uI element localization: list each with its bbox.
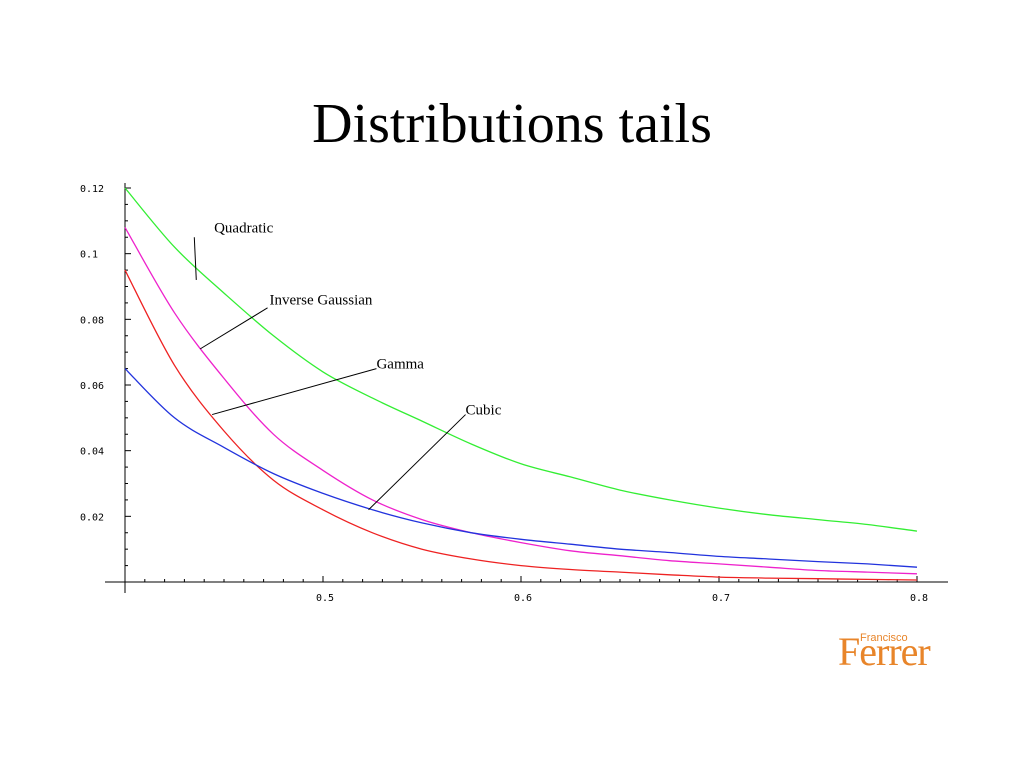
callout-line-quadratic	[193, 237, 197, 280]
callout-label-quadratic: Quadratic	[214, 220, 273, 236]
y-tick-label: 0.02	[80, 512, 104, 523]
x-tick-label: 0.5	[316, 593, 334, 604]
chart-axes: 0.5 0.6 0.7 0.8 0.02 0.04 0.06 0.08 0.1 0.12	[80, 183, 948, 604]
series-line-gamma	[124, 269, 918, 581]
x-tick-label: 0.7	[712, 593, 730, 604]
series-line-inverse-gaussian	[124, 227, 918, 575]
x-tick-label: 0.8	[910, 593, 928, 604]
x-tick-label: 0.6	[514, 593, 532, 604]
slide-title: Distributions tails	[312, 93, 712, 155]
callout-line-inverse-gaussian	[199, 307, 268, 350]
y-tick-label: 0.08	[80, 315, 104, 326]
series-line-quadratic	[124, 187, 918, 532]
logo-main-text: Ferrer	[838, 629, 931, 674]
callout-label-inverse-gaussian: Inverse Gaussian	[270, 293, 373, 309]
callout-label-gamma: Gamma	[376, 357, 424, 373]
chart-callouts: Quadratic Inverse Gaussian Gamma Cubic	[193, 220, 502, 511]
series-line-cubic	[124, 368, 918, 568]
y-tick-label: 0.1	[80, 250, 98, 261]
ferrer-logo: Ferrer Francisco	[838, 632, 958, 676]
logo-small-text: Francisco	[860, 632, 908, 644]
chart-series-layer	[124, 187, 918, 581]
callout-line-cubic	[368, 414, 466, 511]
y-tick-label: 0.12	[80, 184, 104, 195]
callout-line-gamma	[211, 368, 377, 416]
y-tick-label: 0.04	[80, 447, 104, 458]
y-tick-label: 0.06	[80, 381, 104, 392]
callout-label-cubic: Cubic	[466, 403, 502, 419]
